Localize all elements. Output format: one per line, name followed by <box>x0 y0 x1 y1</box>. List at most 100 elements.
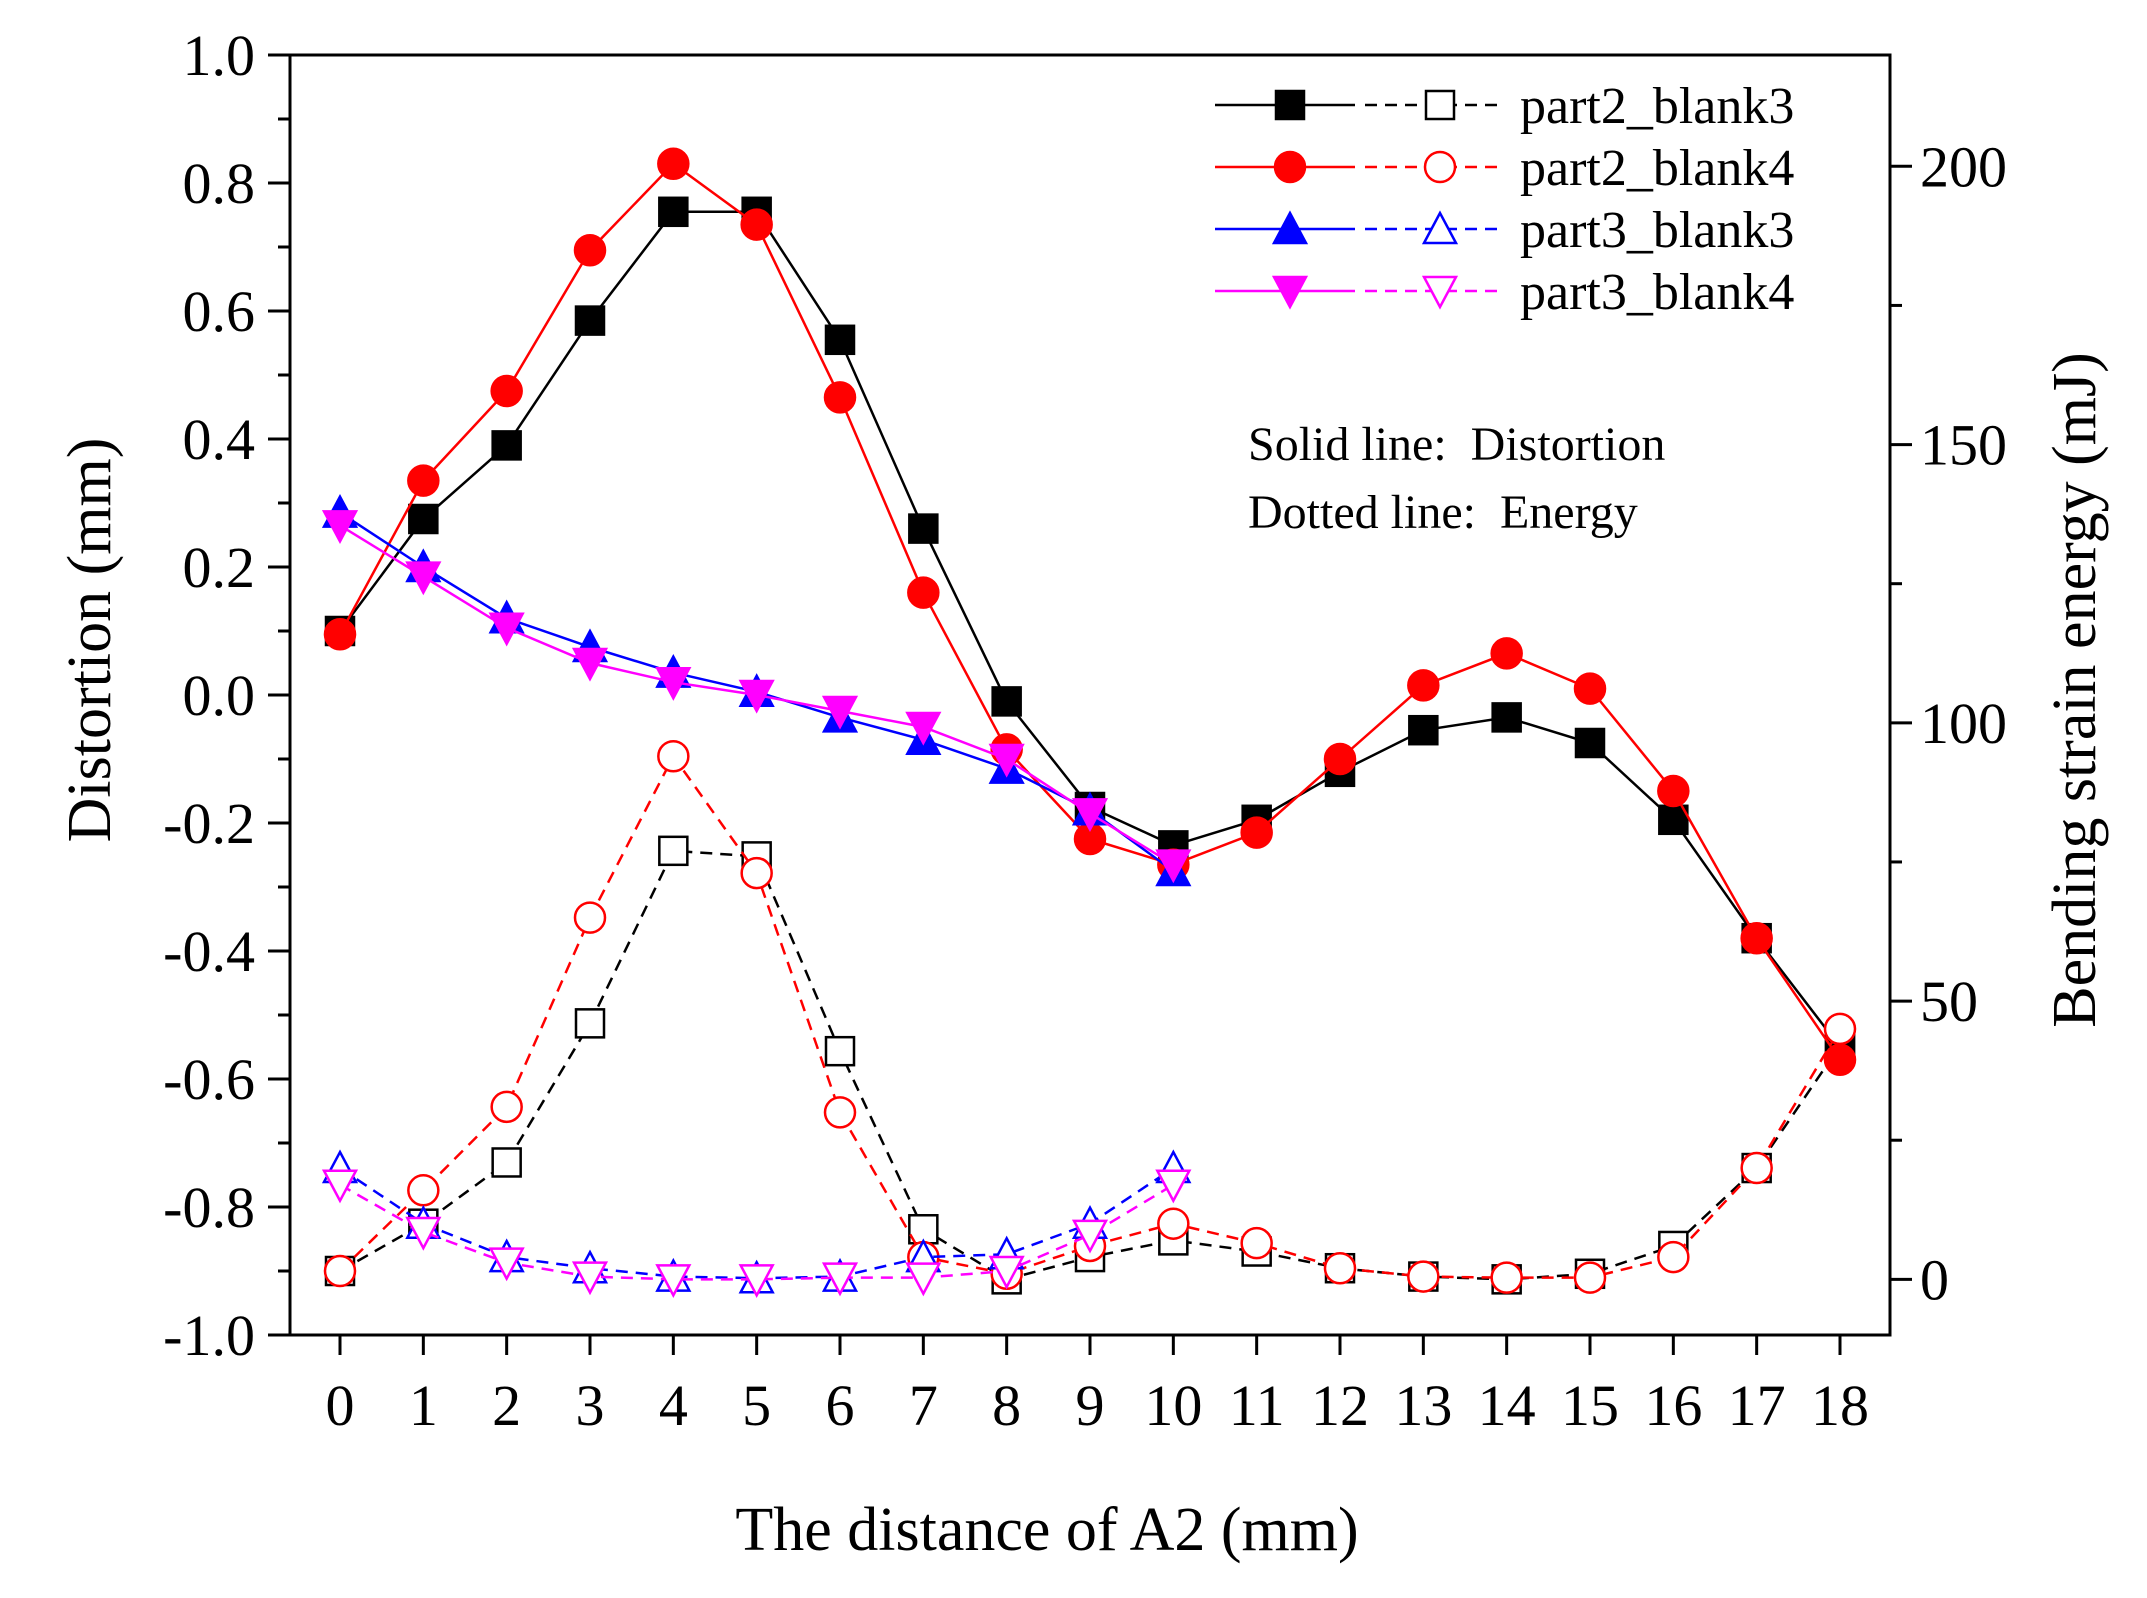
x-tick-label: 16 <box>1644 1373 1702 1438</box>
distortion-point <box>991 686 1022 717</box>
x-tick-label: 15 <box>1561 1373 1619 1438</box>
energy-point <box>571 1261 609 1296</box>
distortion-point <box>908 513 939 544</box>
distortion-point <box>738 679 775 714</box>
series-part2_blank3 <box>324 196 1856 1295</box>
energy-point <box>1155 1169 1192 1204</box>
distortion-point <box>488 612 525 647</box>
legend: part2_blank3part2_blank4part3_blank3part… <box>1215 78 1794 321</box>
x-tick-label: 14 <box>1478 1373 1536 1438</box>
energy-point <box>1490 1261 1523 1294</box>
distortion-point <box>740 208 773 241</box>
y-right-axis-title: Bending strain energy (mJ) <box>2041 352 2109 1028</box>
energy-point <box>405 1216 442 1251</box>
distortion-point <box>988 743 1025 778</box>
x-tick-label: 4 <box>659 1373 688 1438</box>
distortion-point <box>1574 727 1606 759</box>
y-left-tick-label: 0.0 <box>183 663 256 728</box>
x-tick-label: 18 <box>1811 1373 1869 1438</box>
legend-label: part3_blank3 <box>1520 202 1794 259</box>
legend-open-marker <box>1424 89 1456 121</box>
legend-filled-marker <box>1274 89 1306 121</box>
annotation: Solid line: Distortion Dotted line: Energ… <box>1248 418 1665 539</box>
energy-point <box>321 1169 359 1204</box>
distortion-point <box>574 305 606 336</box>
y-right-tick-label: 200 <box>1920 134 2007 199</box>
x-tick-label: 12 <box>1311 1373 1369 1438</box>
legend-open-marker <box>1421 210 1459 245</box>
legend-item: part3_blank3 <box>1215 202 1794 259</box>
energy-point <box>1407 1260 1440 1293</box>
distortion-point <box>321 510 359 545</box>
energy-point <box>657 739 690 773</box>
distortion-point <box>1490 637 1523 670</box>
x-axis-title: The distance of A2 (mm) <box>735 1496 1358 1564</box>
energy-point <box>1157 1207 1190 1240</box>
y-right-tick-label: 150 <box>1920 413 2007 478</box>
y-left-tick-label: -0.6 <box>163 1047 255 1112</box>
legend-label: part3_blank4 <box>1520 264 1794 321</box>
legend-item: part3_blank4 <box>1215 264 1794 321</box>
distortion-point <box>658 196 689 228</box>
energy-point <box>988 1255 1025 1290</box>
x-tick-label: 2 <box>492 1373 521 1438</box>
x-tick-label: 13 <box>1394 1373 1452 1438</box>
energy-point <box>488 1247 525 1282</box>
x-tick-label: 0 <box>326 1373 355 1438</box>
axes: 0 1 2 3 4 5 6 7 8 9 10 11 12 13 14 15 16 17 181.00.80.60.4… <box>163 23 2007 1438</box>
energy-point <box>491 1147 522 1178</box>
energy-point <box>824 1035 856 1067</box>
legend-filled-marker <box>1271 210 1309 245</box>
y-left-tick-label: 0.2 <box>183 535 256 600</box>
distortion-point <box>573 233 607 267</box>
legend-open-marker <box>1423 150 1457 184</box>
x-tick-label: 10 <box>1144 1373 1202 1438</box>
distortion-point <box>490 374 523 408</box>
energy-point <box>740 856 773 890</box>
y-left-tick-label: -1.0 <box>163 1303 255 1368</box>
energy-point <box>1657 1240 1690 1274</box>
distortion-point <box>1658 804 1689 836</box>
energy-point <box>573 901 607 934</box>
x-tick-label: 11 <box>1229 1373 1285 1438</box>
x-tick-label: 1 <box>409 1373 438 1438</box>
distortion-point <box>1407 669 1440 702</box>
x-tick-label: 9 <box>1076 1373 1105 1438</box>
distortion-point <box>1657 774 1690 808</box>
distortion-point <box>1408 714 1439 746</box>
legend-label: part2_blank3 <box>1520 78 1794 135</box>
y-left-tick-label: -0.4 <box>163 919 255 984</box>
x-tick-label: 3 <box>576 1373 605 1438</box>
y-right-tick-label: 0 <box>1920 1247 1949 1312</box>
distortion-point <box>408 503 439 535</box>
energy-point <box>738 1264 775 1299</box>
distortion-point <box>655 666 692 701</box>
energy-point <box>905 1262 942 1297</box>
energy-point <box>407 1174 440 1207</box>
distortion-point <box>1155 849 1192 884</box>
axis-titles: The distance of A2 (mm) Distortion (mm) … <box>56 352 2109 1564</box>
distortion-point <box>821 695 859 730</box>
legend-filled-marker <box>1271 275 1309 310</box>
energy-point <box>821 1262 859 1297</box>
y-left-tick-label: 1.0 <box>183 23 256 88</box>
plot-area <box>321 147 1857 1299</box>
annotation-line: Solid line: Distortion <box>1248 418 1665 471</box>
y-right-tick-label: 50 <box>1920 969 1978 1034</box>
y-left-axis-title: Distortion (mm) <box>56 438 124 843</box>
legend-item: part2_blank4 <box>1215 140 1794 197</box>
distortion-point <box>491 430 522 461</box>
energy-point <box>323 1254 357 1288</box>
distortion-point <box>907 576 940 609</box>
y-right-tick-label: 100 <box>1920 691 2007 756</box>
series-part3_blank4 <box>321 510 1192 1299</box>
energy-point <box>823 1096 857 1129</box>
distortion-point <box>1740 921 1773 955</box>
distortion-point <box>1573 672 1607 705</box>
x-tick-label: 8 <box>992 1373 1021 1438</box>
energy-point <box>1573 1261 1607 1294</box>
x-tick-label: 5 <box>742 1373 771 1438</box>
distortion-point <box>824 324 856 356</box>
energy-point <box>1323 1251 1357 1285</box>
